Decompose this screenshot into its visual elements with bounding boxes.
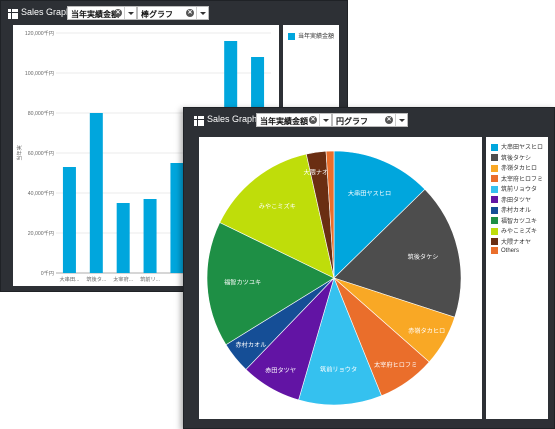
legend-swatch <box>491 175 498 183</box>
legend-label: 赤嶺タカヒロ <box>501 166 538 172</box>
pie-chart-panel: 大串田ヤスヒロ筑後タケシ赤嶺タカヒロ太宰府ヒロフミ筑前リョウタ 赤田タツヤ 赤村カオ… <box>199 137 482 419</box>
slice-label: みやこミズキ <box>259 202 296 210</box>
y-tick-label: 80,000千円 <box>28 109 54 117</box>
clear-icon[interactable]: ✕ <box>114 9 122 17</box>
chart-type-select-value: 棒グラフ <box>141 10 173 19</box>
x-tick-label: 大串田... <box>59 275 79 283</box>
title-bar: Sales Graph 当年実績金額 ✕ 棒グラフ ✕ <box>1 1 347 27</box>
pie-slice[interactable] <box>219 153 335 279</box>
legend-swatch <box>491 154 498 162</box>
legend-swatch <box>491 143 498 151</box>
pie-chart-window: Sales Graph 当年実績金額 ✕ 円グラフ ✕ 大串田ヤスヒロ 筑後タケシ… <box>183 107 555 429</box>
clear-icon[interactable]: ✕ <box>309 116 317 124</box>
legend-label: 大隈ナオヤ <box>501 239 532 246</box>
legend-label: 福智カツユキ <box>501 218 538 225</box>
bar[interactable] <box>62 167 76 273</box>
y-tick-label: 40,000千円 <box>28 189 54 197</box>
legend-swatch <box>491 238 498 246</box>
slice-label: 筑後タケシ <box>408 253 439 261</box>
pie-legend-item[interactable]: 筑後タケシ <box>491 153 531 162</box>
legend-swatch <box>491 227 498 235</box>
pie-legend-item[interactable]: 太宰府ヒロフミ <box>491 174 543 183</box>
legend-swatch <box>491 196 498 204</box>
legend-swatch <box>491 185 498 193</box>
measure-select-value: 当年実績金額 <box>260 117 308 126</box>
pie-legend-item[interactable]: 大隈ナオヤ <box>491 237 531 246</box>
chart-type-select-value: 円グラフ <box>336 117 368 126</box>
legend-label: 筑後タケシ <box>501 155 532 162</box>
legend-swatch <box>491 164 498 172</box>
legend-swatch <box>491 247 498 254</box>
chevron-down-icon[interactable] <box>124 7 136 19</box>
legend-swatch <box>288 32 295 40</box>
legend-label: Others <box>501 248 520 255</box>
pie-slice[interactable] <box>325 150 335 279</box>
measure-select[interactable]: 当年実績金額 ✕ <box>67 6 137 20</box>
pie-legend-item[interactable]: みやこミズキ <box>491 226 537 235</box>
y-tick-label: 20,000千円 <box>28 229 54 237</box>
pie-legend-item[interactable]: 赤村カオル <box>491 205 531 214</box>
slice-label: 赤村カオル <box>235 341 266 349</box>
legend-label: 赤田タツヤ <box>501 197 532 204</box>
chevron-down-icon[interactable] <box>395 114 407 126</box>
x-tick-label: 筑後タ... <box>86 275 106 283</box>
pie-slice[interactable] <box>333 150 426 279</box>
slice-label: 筑前リョウタ <box>320 365 357 373</box>
slice-label: 赤田タツヤ <box>265 366 296 374</box>
bar[interactable] <box>170 163 184 273</box>
legend-label: 大串田ヤスヒロ <box>501 145 544 151</box>
legend-label: みやこミズキ <box>501 229 538 235</box>
chevron-down-icon[interactable] <box>319 114 331 126</box>
legend-swatch <box>491 217 498 225</box>
measure-select[interactable]: 当年実績金額 ✕ <box>256 113 332 127</box>
y-axis-label: 当年実 <box>15 145 23 161</box>
title-bar: Sales Graph 当年実績金額 ✕ 円グラフ ✕ <box>184 108 554 134</box>
pie-slice[interactable] <box>333 188 462 318</box>
legend-label: 当年実績金額 <box>298 34 335 40</box>
legend-label: 筑前リョウタ <box>501 187 538 193</box>
slice-label: 福智カツユキ <box>224 279 261 287</box>
bar[interactable] <box>116 203 130 273</box>
pie-slice[interactable] <box>206 222 335 346</box>
pie-legend-item[interactable]: 赤嶺タカヒロ <box>491 163 537 172</box>
legend-label: 太宰府ヒロフミ <box>501 176 544 183</box>
y-tick-label: 0千円 <box>41 269 54 277</box>
pie-legend-item[interactable]: 筑前リョウタ <box>491 184 537 193</box>
bar-legend-item[interactable]: 当年実績金額 <box>288 31 334 40</box>
window-title: Sales Graph <box>207 114 258 124</box>
x-tick-label: 筑前リ... <box>140 275 160 283</box>
legend-swatch <box>491 206 498 214</box>
legend-label: 赤村カオル <box>501 208 532 214</box>
pie-legend-item[interactable]: 赤田タツヤ <box>491 195 531 204</box>
slice-label: 大串田ヤスヒロ <box>348 190 391 198</box>
slice-label: 大隈ナオヤ <box>303 168 334 176</box>
chart-type-select[interactable]: 棒グラフ ✕ <box>137 6 209 20</box>
window-title: Sales Graph <box>21 7 72 17</box>
pie-slice[interactable] <box>298 277 382 406</box>
x-tick-label: 太宰府... <box>113 275 133 283</box>
chart-type-select[interactable]: 円グラフ ✕ <box>332 113 408 127</box>
slice-label: 太宰府ヒロフミ <box>374 361 417 369</box>
grid-menu-icon[interactable] <box>194 116 204 126</box>
slice-label: 赤嶺タカヒロ <box>408 327 445 335</box>
chevron-down-icon[interactable] <box>196 7 208 19</box>
clear-icon[interactable]: ✕ <box>186 9 194 17</box>
y-tick-label: 120,000千円 <box>25 29 54 37</box>
pie-legend-item[interactable]: Others <box>491 247 519 254</box>
pie-legend-panel: 大串田ヤスヒロ 筑後タケシ赤嶺タカヒロ 太宰府ヒロフミ 筑前リョウタ 赤田タツヤ赤村カオ… <box>486 137 548 419</box>
pie-legend-item[interactable]: 大串田ヤスヒロ <box>491 142 543 151</box>
measure-select-value: 当年実績金額 <box>71 10 119 19</box>
grid-menu-icon[interactable] <box>8 9 18 19</box>
y-tick-label: 100,000千円 <box>25 69 54 77</box>
clear-icon[interactable]: ✕ <box>385 116 393 124</box>
pie-legend-item[interactable]: 福智カツユキ <box>491 216 537 225</box>
y-tick-label: 60,000千円 <box>28 149 54 157</box>
bar[interactable] <box>143 199 157 273</box>
bar[interactable] <box>89 113 103 273</box>
